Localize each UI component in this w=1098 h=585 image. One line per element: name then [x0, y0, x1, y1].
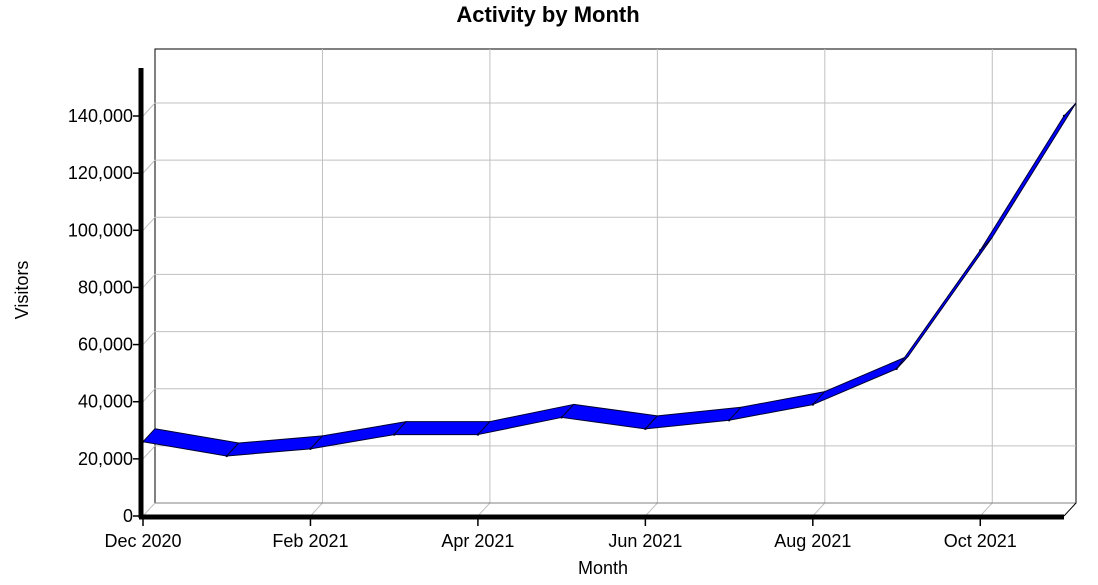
back-wall	[154, 48, 1077, 504]
x-gridline-floor	[477, 502, 491, 517]
x-tick-label: Dec 2020	[104, 531, 181, 551]
x-axis-label: Month	[578, 558, 628, 578]
y-gridline-side	[142, 274, 156, 288]
data-point	[392, 433, 396, 436]
x-gridline-floor	[142, 502, 156, 517]
y-tick-label: 60,000	[78, 335, 133, 355]
y-tick-label: 140,000	[68, 106, 133, 126]
data-point	[644, 427, 647, 431]
y-tick-label: 40,000	[78, 392, 133, 412]
y-tick-label: 80,000	[78, 277, 133, 297]
plot-area: 0 20,000 40,000 60,000 80,000 100,000 120,000 1…	[68, 48, 1077, 551]
floor-right-edge	[1063, 502, 1077, 517]
x-tick-label: Jun 2021	[608, 531, 682, 551]
y-gridline-side	[142, 102, 156, 117]
x-tick-label: Feb 2021	[272, 531, 348, 551]
data-point	[727, 419, 731, 422]
y-tick-label: 120,000	[68, 163, 133, 183]
y-gridline-side	[142, 159, 156, 174]
data-point	[895, 367, 898, 371]
x-gridline-floor	[812, 502, 826, 517]
data-point	[979, 249, 982, 252]
y-gridline-side	[142, 216, 156, 231]
y-axis-label: Visitors	[12, 261, 32, 320]
x-tick-label: Apr 2021	[441, 531, 514, 551]
series-ribbon-segment	[979, 102, 1077, 251]
x-tick-label: Oct 2021	[944, 531, 1017, 551]
y-gridline-side	[142, 445, 156, 460]
data-point	[476, 433, 480, 436]
y-tick-label: 100,000	[68, 220, 133, 240]
y-tick-label: 0	[123, 506, 133, 526]
x-tick-label: Aug 2021	[774, 531, 851, 551]
x-gridline-floor	[644, 502, 658, 517]
data-point	[811, 403, 815, 406]
y-tick-label: 20,000	[78, 449, 133, 469]
x-gridline-floor	[310, 502, 323, 517]
data-point	[560, 416, 563, 419]
data-point	[225, 454, 228, 458]
x-gridline-floor	[979, 502, 993, 517]
data-point	[309, 447, 312, 451]
series-ribbon-segment	[393, 421, 491, 436]
data-point	[1062, 114, 1066, 118]
y-gridline-side	[142, 331, 156, 345]
chart-title: Activity by Month	[456, 2, 639, 27]
y-gridline-side	[142, 388, 156, 403]
